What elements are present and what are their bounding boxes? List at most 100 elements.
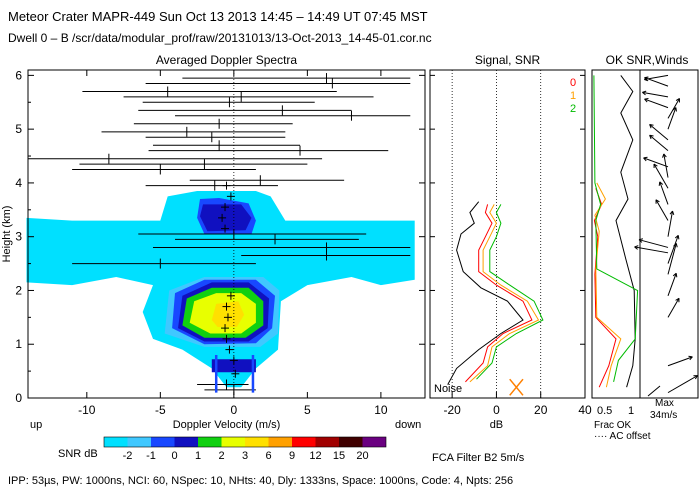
wind-arrow [667,298,680,318]
wind-arrow-head [663,153,667,158]
x-axis-label: Frac OK [594,420,632,431]
doppler-spectra-panel: -10 -5 0 5 10 0 1 2 3 4 5 6 Averaged Doppler Spectra… [1,53,426,431]
x-tick-label: 0 [231,403,238,417]
wind-arrow [667,98,680,119]
colorbar-tick-label: -1 [146,450,156,462]
wind-arrow-head [649,134,654,137]
wind-arrow [643,157,669,168]
colorbar-tick-label: 0 [171,450,177,462]
wind-arrow-head [677,235,680,240]
colorbar-tick-label: 20 [356,450,368,462]
x-tick-label: 40 [578,403,592,417]
y-tick-label: 3 [15,230,22,244]
axis-note-up: up [30,419,42,431]
wind-arrow-head [634,246,638,250]
header-line-2: Dwell 0 – B /scr/data/modular_prof/raw/2… [8,31,432,45]
wind-arrow [638,239,669,248]
wind-arrow [644,98,669,109]
colorbar-swatch [292,437,316,447]
series-signal [447,201,524,385]
series-frac_ok_green [593,75,639,383]
wind-arrow-head [675,273,678,278]
colorbar-tick-label: 6 [265,450,271,462]
wind-arrow [667,356,693,367]
wind-arrow [649,134,669,152]
wind-arrow [642,91,669,98]
wind-arrow-head [662,153,665,158]
wind-arrow-head [644,79,649,82]
wind-arrow [649,124,669,141]
wind-arrow-head [655,199,660,203]
colorbar-swatch [174,437,198,447]
wind-arrow-head [649,135,652,140]
x-tick-label: -10 [78,403,96,417]
legend-entry: 1 [570,90,576,102]
colorbar-tick-label: 12 [309,450,321,462]
x-tick-label: 10 [374,403,388,417]
series-snr [465,204,533,383]
wind-arrow [659,181,669,205]
colorbar-tick-label: 1 [195,450,201,462]
wind-arrow-head [672,272,677,277]
y-axis-label: Height (km) [1,206,13,263]
y-tick-label: 0 [15,391,22,405]
legend-entry: 2 [570,103,576,115]
legend-entry: 0 [570,77,576,89]
wind-arrow-head [675,297,680,301]
wind-arrow [655,199,669,221]
colorbar-swatch [151,437,175,447]
wind-max-value: 34m/s [650,410,677,421]
y-tick-label: 6 [15,68,22,82]
colorbar-frame [103,436,387,448]
wind-arrow-head [649,123,654,126]
chart-title: Signal, SNR [475,53,541,67]
panel-frame [429,69,586,399]
colorbar-tick-label: 2 [218,450,224,462]
colorbar-swatch [104,437,128,447]
colorbar-tick-label: 3 [242,450,248,462]
wind-arrow [667,273,677,297]
fca-filter-label: FCA Filter B2 5m/s [432,452,525,464]
x-tick-label: -20 [443,403,461,417]
colorbar-tick-label: -2 [123,450,133,462]
wind-arrow-head [675,243,678,248]
colorbar-swatch [362,437,386,447]
colorbar-tick-label: 9 [289,450,295,462]
wind-arrow [667,375,698,394]
chart-title: OK SNR,Winds [606,53,689,67]
colorbar-swatch [127,437,151,447]
wind-arrow-head [653,163,658,167]
panel-frame [27,69,426,399]
wind-arrow-head [643,157,647,162]
noise-label: Noise [434,383,462,395]
wind-arrow [667,243,677,275]
wind-arrow [653,163,669,189]
axis-note-down: down [395,419,421,431]
x-axis-label: Doppler Velocity (m/s) [173,419,281,431]
wind-arrow [667,235,679,264]
acquisition-params: IPP: 53µs, PW: 1000ns, NCI: 60, NSpec: 1… [8,475,514,487]
wind-arrow-head [642,90,647,93]
colorbar-swatch [315,437,339,447]
y-tick-label: 1 [15,337,22,351]
wind-arrow-head [672,210,675,216]
wind-arrow-head [694,375,698,380]
x-tick-label: 20 [534,403,548,417]
colorbar-swatch [245,437,269,447]
x-tick-label: 1 [628,405,634,417]
wind-arrow-head [634,245,639,248]
wind-arrow-head [643,156,648,159]
noise-marker [509,378,524,396]
wind-arrow-head [644,97,649,100]
x-tick-label: 0 [493,403,500,417]
snr-contour-near [211,359,256,373]
wind-max-label: Max [655,398,674,409]
series-frac_ok_black [615,75,636,388]
wind-arrow-head [644,98,648,103]
wind-max-arrow [647,385,661,397]
wind-arrow-head [659,181,664,185]
x-tick-label: 5 [304,403,311,417]
